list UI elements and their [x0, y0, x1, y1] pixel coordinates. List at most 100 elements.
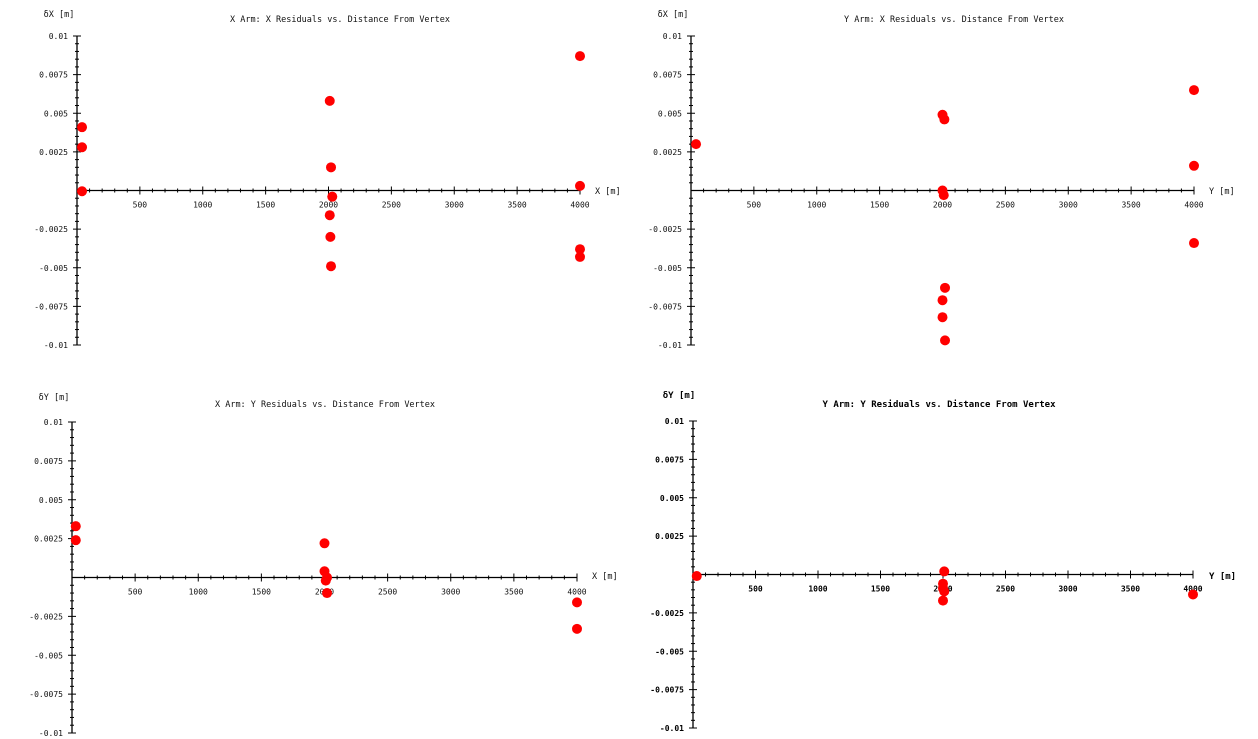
chart-svg: 50010001500200025003000350040000.010.007…	[650, 391, 1236, 733]
y-tick-label: 0.01	[44, 418, 63, 427]
y-axis-label: δX [m]	[44, 10, 75, 20]
data-point	[939, 586, 950, 597]
data-point	[320, 575, 331, 586]
data-point	[940, 282, 951, 293]
chart-y-arm-y-residuals: 50010001500200025003000350040000.010.007…	[629, 369, 1258, 739]
data-point	[939, 114, 950, 125]
x-tick-label: 500	[748, 585, 763, 594]
x-tick-label: 3500	[504, 588, 523, 597]
chart-x-arm-x-residuals: 500 1000 1500 2000 2500 3000 3500 4000 0.01 0.007…	[0, 0, 629, 369]
chart-x-arm-y-residuals: 50010001500200025003000350040000.010.007…	[0, 369, 629, 739]
y-tick-label: 0.0075	[34, 457, 63, 466]
data-point	[324, 95, 335, 106]
y-tick-label: 0.005	[660, 494, 684, 503]
data-point	[575, 180, 585, 191]
data-point	[324, 210, 335, 221]
data-point	[937, 312, 948, 323]
data-point	[327, 191, 338, 202]
y-tick-label: 0.01	[49, 32, 68, 41]
data-point	[1189, 160, 1199, 171]
y-tick-label: -0.0075	[648, 302, 682, 311]
data-point	[938, 190, 949, 201]
data-point	[691, 139, 702, 150]
x-tick-label: 500	[128, 588, 143, 597]
y-tick-label: 0.0075	[39, 71, 68, 80]
data-point	[575, 244, 585, 255]
x-tick-label: 3500	[1121, 201, 1140, 210]
x-tick-label: 4000	[1184, 201, 1203, 210]
x-tick-label: 1000	[193, 201, 212, 210]
y-tick-label: -0.0075	[650, 686, 684, 695]
y-tick-label: 0.0025	[653, 148, 682, 157]
y-axis-label: δY [m]	[39, 393, 70, 403]
x-tick-label: 500	[747, 201, 762, 210]
x-tick-label: 2500	[996, 201, 1015, 210]
y-tick-label: 0.005	[39, 496, 63, 505]
data-point	[572, 623, 582, 634]
x-tick-label: 2000	[933, 201, 952, 210]
y-tick-label: 0.005	[44, 109, 68, 118]
y-tick-label: -0.01	[658, 341, 682, 350]
x-tick-label: 3000	[441, 588, 460, 597]
y-tick-label: 0.0025	[34, 535, 63, 544]
x-tick-label: 3000	[1058, 585, 1077, 594]
chart-title: Y Arm: Y Residuals vs. Distance From Ver…	[823, 399, 1057, 410]
chart-title: X Arm: X Residuals vs. Distance From Ver…	[230, 15, 450, 25]
y-tick-label: -0.01	[44, 341, 68, 350]
x-tick-label: 4000	[567, 588, 586, 597]
x-tick-label: 3000	[1059, 201, 1078, 210]
chart-title: Y Arm: X Residuals vs. Distance From Ver…	[844, 15, 1064, 25]
x-axis-label: Y [m]	[1209, 572, 1236, 582]
x-tick-label: 3500	[1121, 585, 1140, 594]
data-point	[940, 335, 951, 346]
y-tick-label: 0.0025	[39, 148, 68, 157]
x-tick-label: 2000	[319, 201, 338, 210]
y-tick-label: -0.0075	[34, 302, 68, 311]
x-axis-label: X [m]	[595, 187, 621, 197]
y-tick-label: -0.01	[39, 729, 63, 738]
data-point	[325, 231, 336, 242]
x-tick-label: 1500	[252, 588, 271, 597]
x-tick-label: 1500	[870, 201, 889, 210]
data-point	[77, 142, 88, 153]
data-point	[575, 51, 585, 62]
x-tick-label: 2500	[382, 201, 401, 210]
x-tick-label: 1000	[808, 585, 827, 594]
data-point	[938, 595, 948, 606]
data-point	[70, 521, 81, 532]
data-point	[319, 538, 330, 549]
x-axis-label: X [m]	[592, 572, 618, 582]
y-axis-label: δY [m]	[663, 391, 696, 401]
y-tick-label: 0.0075	[653, 71, 682, 80]
data-point	[691, 571, 702, 582]
data-point	[1189, 85, 1199, 96]
data-point	[937, 295, 948, 306]
x-tick-label: 2500	[996, 585, 1015, 594]
y-tick-label: -0.0025	[34, 225, 68, 234]
data-point	[326, 261, 337, 272]
y-tick-label: 0.0075	[655, 455, 684, 464]
data-point	[1188, 589, 1198, 600]
data-point	[939, 566, 950, 577]
y-tick-label: -0.0075	[29, 690, 63, 699]
x-tick-label: 4000	[570, 201, 589, 210]
data-point	[70, 535, 81, 546]
y-tick-label: -0.005	[34, 651, 63, 660]
x-tick-label: 1000	[807, 201, 826, 210]
x-tick-label: 3500	[507, 201, 526, 210]
y-tick-label: -0.0025	[29, 612, 63, 621]
y-tick-label: -0.005	[39, 264, 68, 273]
chart-y-arm-x-residuals: 500 1000 1500 2000 2500 3000 3500 4000 0.01 0.007…	[629, 0, 1258, 369]
y-tick-label: -0.0025	[650, 609, 684, 618]
data-point	[322, 588, 333, 599]
y-tick-label: -0.005	[655, 647, 684, 656]
y-tick-label: 0.005	[658, 109, 682, 118]
data-point	[572, 597, 582, 608]
chart-title: X Arm: Y Residuals vs. Distance From Ver…	[215, 400, 435, 410]
x-tick-label: 500	[133, 201, 148, 210]
chart-svg: 50010001500200025003000350040000.010.007…	[29, 393, 618, 738]
x-tick-label: 4000	[1183, 585, 1202, 594]
y-tick-label: -0.0025	[648, 225, 682, 234]
